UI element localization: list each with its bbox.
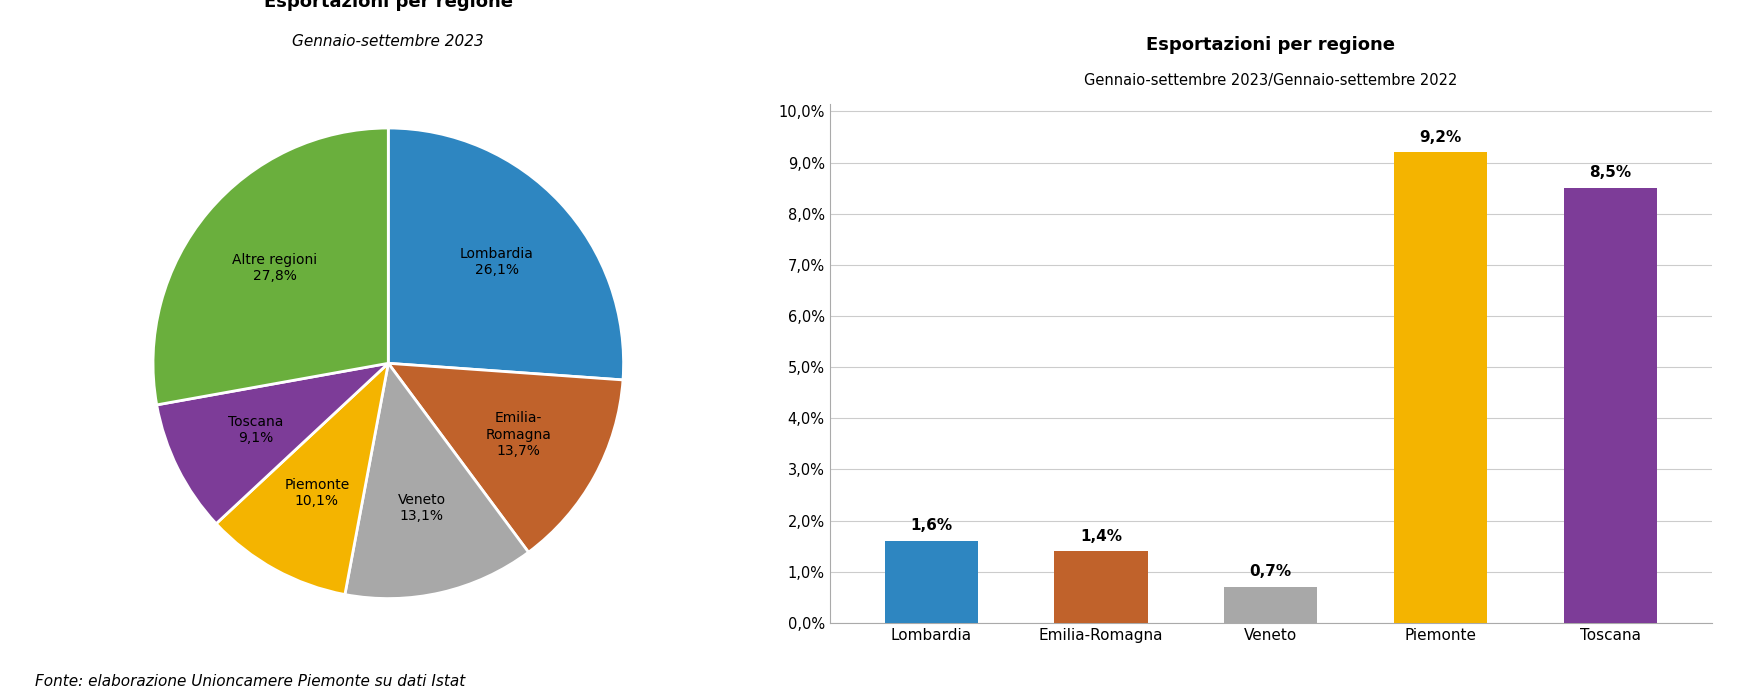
Text: Toscana
9,1%: Toscana 9,1% (228, 415, 284, 445)
Wedge shape (157, 363, 388, 524)
Text: 9,2%: 9,2% (1418, 129, 1461, 145)
Text: Gennaio-settembre 2023/Gennaio-settembre 2022: Gennaio-settembre 2023/Gennaio-settembre… (1083, 73, 1457, 88)
Bar (1053, 552, 1147, 623)
Text: 8,5%: 8,5% (1588, 165, 1630, 181)
Text: Piemonte
10,1%: Piemonte 10,1% (284, 478, 349, 508)
Text: Gennaio-settembre 2023: Gennaio-settembre 2023 (293, 34, 483, 49)
Text: Veneto
13,1%: Veneto 13,1% (397, 493, 445, 523)
Text: Esportazioni per regione: Esportazioni per regione (1145, 37, 1395, 55)
Text: Esportazioni per regione: Esportazioni per regione (263, 0, 513, 11)
Text: 1,6%: 1,6% (910, 518, 953, 534)
Wedge shape (153, 128, 388, 405)
Bar (1394, 152, 1487, 623)
Text: 0,7%: 0,7% (1249, 565, 1291, 579)
Text: Emilia-
Romagna
13,7%: Emilia- Romagna 13,7% (485, 411, 550, 458)
Wedge shape (388, 128, 623, 380)
Wedge shape (215, 363, 388, 594)
Wedge shape (344, 363, 527, 599)
Text: 1,4%: 1,4% (1080, 529, 1122, 543)
Text: Altre regioni
27,8%: Altre regioni 27,8% (231, 253, 318, 283)
Text: Fonte: elaborazione Unioncamere Piemonte su dati Istat: Fonte: elaborazione Unioncamere Piemonte… (35, 673, 466, 689)
Bar (1224, 587, 1316, 623)
Text: Lombardia
26,1%: Lombardia 26,1% (460, 247, 533, 277)
Bar (1563, 188, 1656, 623)
Wedge shape (388, 363, 623, 552)
Bar (884, 541, 977, 623)
